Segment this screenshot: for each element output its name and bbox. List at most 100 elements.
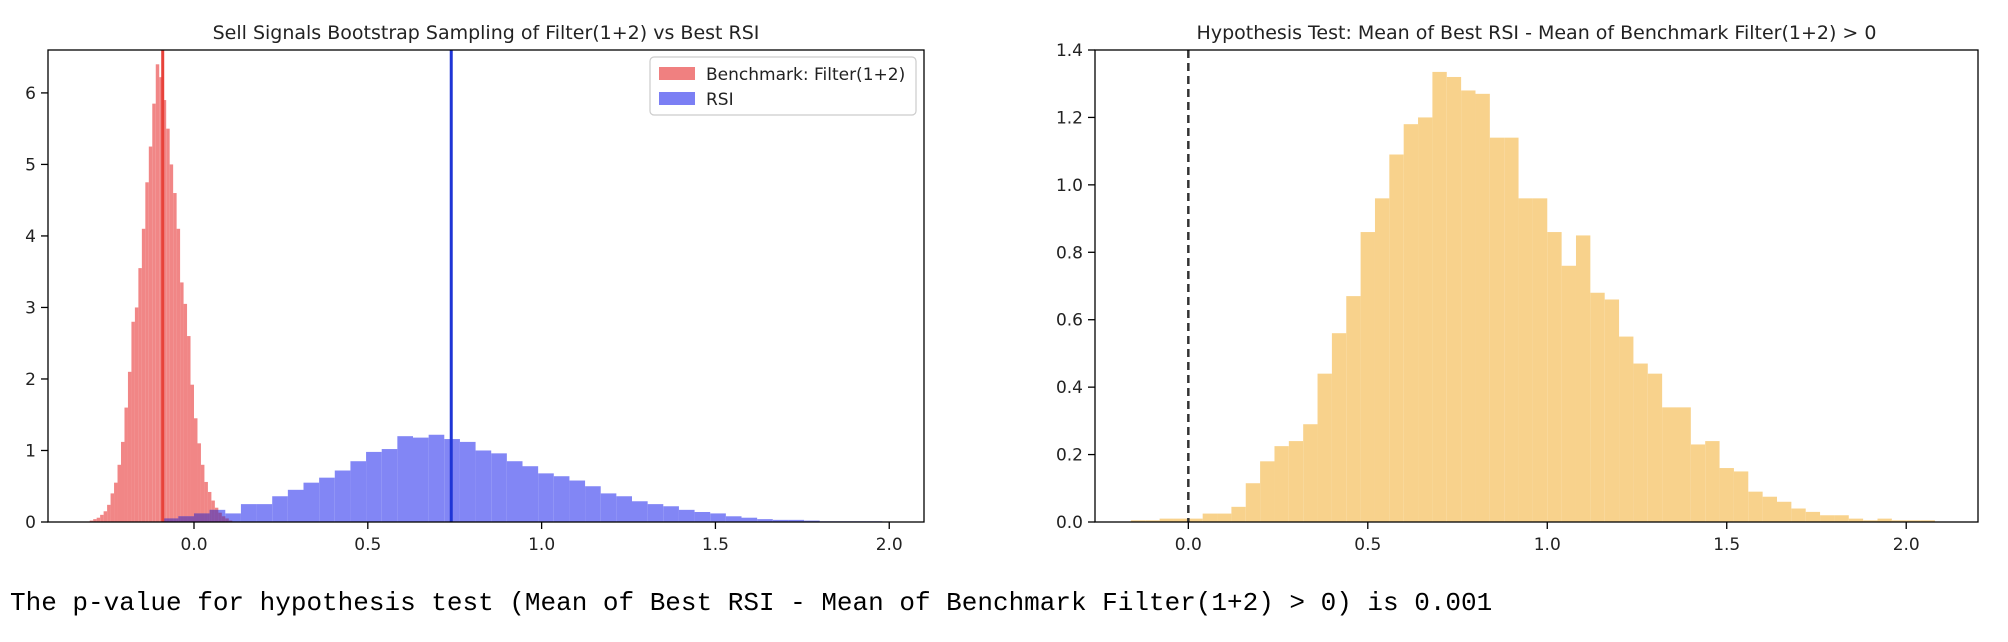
histogram-bar: [459, 441, 476, 522]
series-0: [1130, 71, 1935, 523]
overlap-bar: [214, 509, 219, 522]
histogram-bar: [1891, 520, 1907, 522]
x-tick-label: 2.0: [876, 535, 903, 555]
histogram-bar: [1647, 373, 1663, 522]
y-tick-label: 0.6: [1056, 311, 1083, 331]
histogram-bar: [117, 464, 121, 522]
histogram-bar: [1619, 336, 1634, 522]
histogram-bar: [1906, 520, 1921, 522]
histogram-bar: [428, 434, 445, 522]
histogram-bar: [1805, 511, 1821, 522]
histogram-bar: [303, 482, 320, 522]
histogram-bar: [1719, 468, 1734, 522]
histogram-bar: [506, 461, 523, 522]
histogram-bar: [1820, 515, 1835, 522]
series-1: [162, 434, 883, 522]
overlap-bar: [204, 513, 208, 522]
histogram-bar: [1575, 235, 1591, 522]
y-tick-label: 1.2: [1056, 108, 1083, 128]
histogram-bar: [663, 506, 679, 522]
overlap-bar: [209, 509, 212, 522]
histogram-bar: [772, 519, 789, 522]
histogram-bar: [131, 321, 135, 522]
y-tick-label: 3: [25, 298, 36, 318]
histogram-bar: [141, 228, 146, 522]
histogram-bar: [89, 520, 94, 522]
overlap-bar: [207, 513, 210, 522]
histogram-bar: [110, 493, 115, 522]
histogram-bar: [1733, 471, 1749, 522]
histogram-bar: [1518, 198, 1533, 523]
histogram-bar: [176, 228, 181, 522]
overlap-bar: [197, 513, 201, 522]
overlap-bar: [173, 518, 177, 522]
histogram-bar: [200, 464, 205, 522]
histogram-bar: [124, 407, 128, 522]
histogram-bar: [1331, 333, 1347, 522]
histogram-bar: [194, 418, 198, 522]
histogram-bar: [256, 504, 273, 522]
y-tick-label: 2: [25, 370, 36, 390]
y-tick-label: 1.4: [1056, 41, 1083, 61]
overlap-bar: [178, 516, 181, 522]
overlap-bar: [221, 516, 226, 522]
histogram-bar: [1690, 444, 1706, 522]
x-tick-label: 0.5: [1354, 535, 1381, 555]
y-tick-label: 4: [25, 227, 36, 247]
histogram-bar: [741, 517, 758, 522]
histogram-bar: [600, 493, 617, 522]
histogram-bar: [1461, 90, 1476, 522]
chart-title: Sell Signals Bootstrap Sampling of Filte…: [213, 22, 760, 44]
chart-title: Hypothesis Test: Mean of Best RSI - Mean…: [1197, 22, 1877, 44]
histogram-bar: [694, 511, 711, 522]
histogram-bar: [96, 517, 101, 522]
histogram-bar: [1188, 518, 1203, 522]
histogram-bar: [1346, 296, 1361, 522]
y-tick-label: 5: [25, 155, 36, 175]
histogram-bar: [522, 466, 539, 522]
histogram-bar: [1145, 520, 1160, 522]
legend-box: [649, 56, 917, 116]
histogram-bar: [757, 519, 773, 522]
histogram-bar: [1776, 501, 1792, 522]
histogram-bar: [1848, 518, 1864, 522]
histogram-bar: [1705, 441, 1720, 522]
histogram-bar: [1676, 407, 1691, 522]
overlap-bar: [187, 516, 191, 522]
histogram-bar: [187, 336, 191, 522]
histogram-bar: [725, 516, 742, 522]
histogram-bar: [166, 128, 170, 522]
histogram-bar: [190, 384, 194, 522]
histogram-bar: [240, 504, 257, 522]
histogram-bar: [538, 473, 554, 522]
legend-label: RSI: [706, 90, 734, 110]
histogram-bar: [287, 489, 304, 522]
histogram-bar: [1561, 265, 1576, 522]
histogram-bar: [169, 164, 174, 522]
x-tick-label: 1.0: [1534, 535, 1561, 555]
x-tick-label: 0.0: [1175, 535, 1202, 555]
histogram-bar: [397, 436, 413, 522]
y-tick-label: 6: [25, 84, 36, 104]
overlap-bar: [180, 516, 184, 522]
histogram-bar: [1446, 76, 1462, 522]
p-value-output: The p-value for hypothesis test (Mean of…: [10, 588, 1493, 618]
histogram-bar: [569, 480, 586, 522]
histogram-bar: [366, 451, 382, 522]
y-tick-label: 0: [25, 513, 36, 533]
histogram-bar: [1791, 508, 1806, 522]
x-tick-label: 1.5: [1713, 535, 1740, 555]
histogram-bar: [180, 282, 184, 522]
histogram-bar: [1202, 513, 1218, 522]
histogram-bar: [1662, 407, 1677, 522]
histogram-bar: [1389, 154, 1404, 522]
overlap-bar: [194, 513, 198, 522]
overlap-bar: [166, 518, 170, 522]
histogram-bar: [138, 268, 142, 522]
histogram-bar: [475, 450, 492, 522]
y-tick-label: 0.2: [1056, 446, 1083, 466]
histogram-bar: [381, 449, 398, 522]
histogram-bar: [1604, 299, 1620, 522]
histogram-bar: [1633, 363, 1648, 522]
